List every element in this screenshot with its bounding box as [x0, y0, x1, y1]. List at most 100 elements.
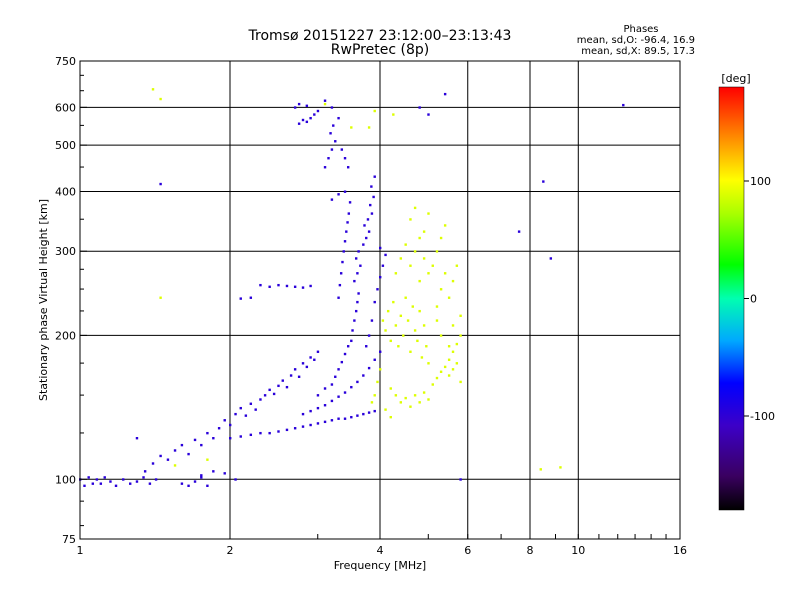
data-point-x-mode	[447, 296, 451, 299]
data-point-o-mode	[343, 352, 347, 356]
data-point-o-mode	[338, 283, 342, 287]
data-point-o-mode	[341, 260, 344, 264]
data-point-o-mode	[272, 392, 276, 396]
data-point-x-mode	[394, 324, 398, 327]
data-point-x-mode	[413, 329, 417, 332]
data-point-x-mode	[455, 362, 459, 365]
colorbar-label: [deg]	[721, 72, 750, 85]
data-point-o-mode	[343, 417, 347, 420]
colorbar-tick-label: 0	[750, 293, 757, 306]
data-point-o-mode	[259, 398, 262, 401]
data-point-o-mode	[330, 148, 334, 151]
data-point-o-mode	[356, 414, 359, 417]
data-point-o-mode	[313, 113, 316, 116]
data-point-o-mode	[357, 250, 360, 253]
data-point-o-mode	[143, 470, 147, 473]
x-tick-label: 1	[77, 544, 84, 557]
data-point-o-mode	[381, 264, 385, 267]
data-point-o-mode	[346, 166, 350, 169]
data-point-o-mode	[367, 366, 371, 370]
data-point-o-mode	[330, 198, 334, 201]
data-point-o-mode	[356, 272, 359, 275]
phases-o-mode: mean, sd,O: -96.4, 16.9	[577, 35, 695, 46]
data-point-o-mode	[234, 478, 237, 481]
data-point-o-mode	[348, 201, 352, 204]
data-point-x-mode	[427, 362, 430, 365]
data-point-x-mode	[399, 314, 403, 318]
data-point-o-mode	[342, 250, 345, 253]
data-point-x-mode	[413, 394, 417, 397]
data-point-o-mode	[285, 428, 289, 432]
data-point-o-mode	[281, 379, 284, 382]
data-point-o-mode	[549, 257, 553, 260]
data-point-x-mode	[404, 243, 407, 246]
data-point-o-mode	[83, 484, 86, 488]
data-point-o-mode	[151, 462, 155, 465]
data-point-x-mode	[413, 250, 417, 253]
data-point-o-mode	[277, 384, 280, 388]
data-point-o-mode	[332, 124, 335, 127]
data-point-o-mode	[135, 480, 139, 483]
data-point-x-mode	[386, 309, 390, 313]
data-point-o-mode	[239, 406, 242, 410]
data-point-o-mode	[109, 480, 112, 483]
data-point-o-mode	[362, 412, 365, 416]
data-point-o-mode	[427, 113, 430, 116]
data-point-x-mode	[447, 358, 451, 361]
data-point-o-mode	[212, 470, 215, 473]
data-point-o-mode	[193, 480, 197, 483]
data-point-x-mode	[435, 376, 439, 380]
data-point-o-mode	[362, 243, 365, 246]
data-point-o-mode	[223, 419, 226, 422]
data-point-x-mode	[389, 415, 392, 419]
data-point-o-mode	[370, 212, 374, 215]
data-point-x-mode	[402, 334, 405, 337]
data-point-o-mode	[268, 431, 271, 435]
data-point-o-mode	[376, 288, 379, 291]
data-point-o-mode	[200, 443, 203, 447]
data-point-o-mode	[372, 195, 375, 199]
x-tick-label: 6	[464, 544, 471, 557]
data-point-x-mode	[392, 113, 395, 116]
data-point-o-mode	[323, 420, 327, 424]
data-point-o-mode	[239, 297, 242, 300]
data-point-o-mode	[223, 472, 226, 475]
axis-ticks: 1 2 4 6 8 10 16 75 100 200 300 400 500 600 750	[55, 55, 687, 557]
y-tick-label: 75	[62, 533, 76, 546]
data-point-x-mode	[159, 97, 162, 101]
data-point-o-mode	[297, 102, 301, 106]
data-point-o-mode	[343, 157, 347, 160]
data-point-o-mode	[277, 283, 280, 287]
data-point-o-mode	[330, 383, 334, 386]
data-points	[79, 88, 625, 488]
data-point-x-mode	[435, 250, 439, 253]
data-point-x-mode	[443, 272, 447, 275]
data-point-o-mode	[305, 120, 309, 124]
data-point-x-mode	[435, 305, 439, 308]
data-point-o-mode	[277, 430, 280, 433]
data-point-o-mode	[249, 296, 253, 299]
data-point-o-mode	[327, 157, 330, 160]
data-point-x-mode	[451, 279, 455, 283]
data-point-x-mode	[427, 212, 430, 215]
data-point-o-mode	[359, 264, 362, 267]
data-point-o-mode	[345, 230, 348, 233]
data-point-o-mode	[373, 358, 376, 361]
data-point-o-mode	[337, 193, 340, 196]
data-point-x-mode	[399, 257, 403, 260]
chart-title: Tromsø 20151227 23:12:00–23:13:43	[248, 28, 512, 44]
data-point-o-mode	[200, 474, 203, 477]
data-point-x-mode	[418, 401, 421, 404]
data-point-o-mode	[337, 116, 340, 120]
data-point-o-mode	[254, 408, 257, 411]
data-point-o-mode	[316, 406, 320, 410]
data-point-o-mode	[330, 399, 334, 403]
data-point-x-mode	[443, 224, 447, 227]
data-point-o-mode	[337, 395, 340, 398]
data-point-x-mode	[451, 324, 455, 327]
data-point-o-mode	[373, 175, 376, 178]
data-point-o-mode	[379, 275, 382, 279]
data-point-x-mode	[451, 368, 455, 371]
colorbar-ticks: 100 0 -100	[744, 175, 775, 423]
data-point-x-mode	[394, 272, 398, 275]
